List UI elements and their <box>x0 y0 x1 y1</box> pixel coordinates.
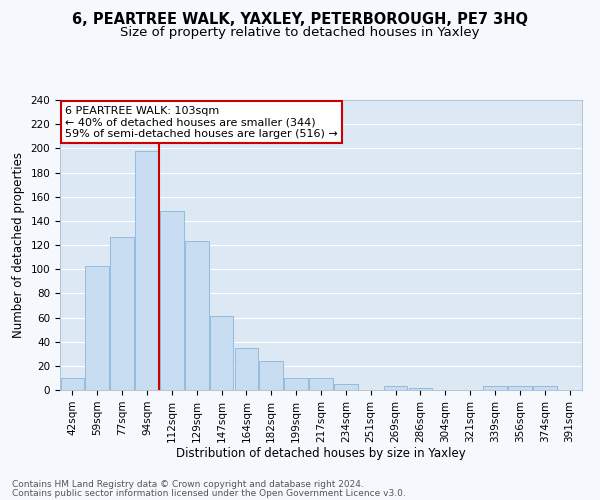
Bar <box>409 388 432 390</box>
Bar <box>309 378 333 390</box>
Bar <box>235 348 258 390</box>
Bar <box>185 242 209 390</box>
Bar <box>334 384 358 390</box>
Bar <box>533 386 557 390</box>
Bar <box>85 266 109 390</box>
Text: Contains HM Land Registry data © Crown copyright and database right 2024.: Contains HM Land Registry data © Crown c… <box>12 480 364 489</box>
Bar <box>135 151 159 390</box>
Text: Size of property relative to detached houses in Yaxley: Size of property relative to detached ho… <box>120 26 480 39</box>
Bar <box>483 386 507 390</box>
Text: 6, PEARTREE WALK, YAXLEY, PETERBOROUGH, PE7 3HQ: 6, PEARTREE WALK, YAXLEY, PETERBOROUGH, … <box>72 12 528 28</box>
Bar <box>210 316 233 390</box>
Text: 6 PEARTREE WALK: 103sqm
← 40% of detached houses are smaller (344)
59% of semi-d: 6 PEARTREE WALK: 103sqm ← 40% of detache… <box>65 106 338 139</box>
Bar <box>160 211 184 390</box>
Bar <box>259 361 283 390</box>
Y-axis label: Number of detached properties: Number of detached properties <box>12 152 25 338</box>
Bar <box>284 378 308 390</box>
Bar <box>110 236 134 390</box>
Bar <box>61 378 84 390</box>
Bar <box>384 386 407 390</box>
Text: Contains public sector information licensed under the Open Government Licence v3: Contains public sector information licen… <box>12 489 406 498</box>
Bar <box>508 386 532 390</box>
X-axis label: Distribution of detached houses by size in Yaxley: Distribution of detached houses by size … <box>176 448 466 460</box>
